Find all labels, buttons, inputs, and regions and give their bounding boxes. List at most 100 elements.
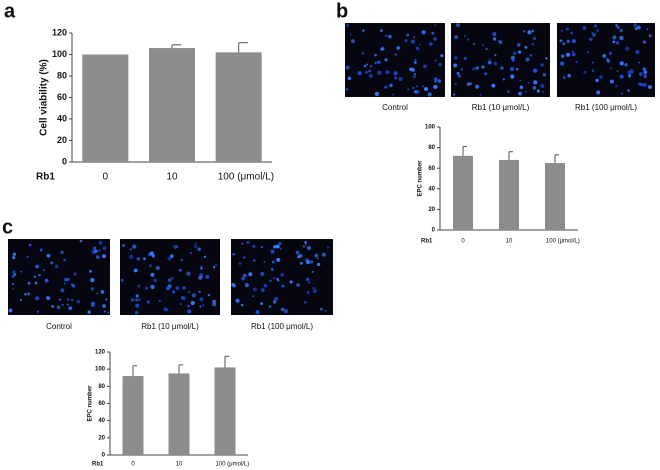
- nucleus: [635, 49, 640, 55]
- y-tick-label: 0: [102, 453, 106, 459]
- nucleus: [26, 255, 29, 258]
- nucleus: [11, 282, 15, 286]
- nucleus: [34, 281, 38, 285]
- nucleus: [396, 46, 401, 50]
- nucleus: [150, 284, 155, 290]
- nucleus: [406, 33, 410, 37]
- nucleus: [453, 63, 458, 68]
- nucleus: [621, 38, 624, 40]
- image-caption: Control: [382, 103, 408, 112]
- nucleus: [482, 44, 485, 47]
- nucleus: [263, 261, 266, 263]
- nucleus: [414, 58, 417, 61]
- y-tick-label: 120: [95, 350, 106, 356]
- nucleus: [516, 68, 519, 71]
- nucleus: [509, 67, 514, 72]
- nucleus: [531, 42, 535, 46]
- bar: [149, 48, 195, 162]
- nucleus: [38, 273, 41, 277]
- nucleus: [280, 272, 285, 277]
- nucleus: [186, 271, 191, 276]
- nucleus: [35, 264, 40, 269]
- nucleus: [609, 79, 614, 84]
- nucleus: [380, 47, 384, 51]
- nucleus: [404, 39, 408, 43]
- nucleus: [271, 260, 275, 264]
- panel-letter: a: [4, 0, 16, 22]
- nucleus: [36, 310, 40, 313]
- nucleus: [467, 38, 470, 41]
- nucleus: [105, 298, 108, 301]
- image-caption: Rb1 (100 μmol/L): [251, 322, 313, 331]
- nucleus: [385, 70, 390, 75]
- nucleus: [275, 244, 280, 249]
- nucleus: [137, 284, 141, 288]
- nucleus: [12, 256, 16, 260]
- nucleus: [278, 241, 282, 246]
- nucleus: [316, 257, 319, 260]
- y-tick-label: 60: [428, 166, 435, 172]
- nucleus: [624, 63, 628, 67]
- nucleus: [67, 298, 70, 301]
- nucleus: [525, 90, 527, 93]
- nucleus: [427, 92, 432, 97]
- nucleus: [311, 270, 314, 273]
- nucleus: [615, 41, 620, 45]
- image-caption: Rb1 (100 μmol/L): [575, 103, 637, 112]
- nucleus: [345, 23, 349, 27]
- nucleus: [413, 61, 417, 64]
- nucleus: [413, 36, 416, 39]
- nucleus: [475, 66, 479, 70]
- nucleus: [369, 64, 373, 68]
- nucleus: [170, 276, 174, 280]
- y-tick-label: 40: [98, 418, 105, 424]
- nucleus: [197, 247, 201, 251]
- nucleus: [392, 93, 395, 96]
- nucleus: [438, 62, 442, 67]
- nucleus: [592, 32, 597, 37]
- x-axis-label: Rb1: [36, 172, 55, 183]
- nucleus: [615, 24, 618, 27]
- nucleus: [627, 89, 630, 92]
- nucleus: [506, 90, 510, 93]
- nucleus: [248, 272, 253, 277]
- nucleus: [566, 39, 570, 44]
- nucleus: [90, 301, 95, 306]
- y-tick-label: 0: [62, 156, 67, 166]
- nucleus: [409, 67, 413, 72]
- nucleus: [350, 39, 355, 44]
- nucleus: [429, 42, 433, 46]
- nucleus: [532, 86, 537, 90]
- nucleus: [198, 275, 203, 280]
- nucleus: [100, 290, 105, 294]
- nucleus: [368, 69, 372, 73]
- nucleus: [20, 270, 23, 273]
- y-tick-label: 100: [52, 49, 67, 59]
- bar: [499, 159, 519, 230]
- nucleus: [643, 70, 648, 75]
- nucleus: [498, 40, 503, 44]
- nucleus: [419, 43, 421, 46]
- nucleus: [149, 251, 154, 256]
- nucleus: [518, 91, 523, 96]
- nucleus: [433, 84, 438, 89]
- image-caption: Control: [46, 322, 72, 331]
- nucleus: [136, 257, 141, 261]
- nucleus: [289, 280, 293, 284]
- nucleus: [202, 304, 205, 307]
- nucleus: [484, 72, 488, 76]
- nucleus: [628, 74, 632, 78]
- nucleus: [39, 248, 43, 252]
- nucleus: [374, 61, 377, 65]
- nucleus: [102, 254, 106, 259]
- nucleus: [276, 277, 279, 281]
- nucleus: [242, 256, 246, 259]
- micrograph: [345, 23, 445, 97]
- nucleus: [384, 58, 388, 62]
- nucleus: [273, 277, 276, 280]
- nucleus: [51, 304, 55, 308]
- nucleus: [612, 35, 617, 40]
- nucleus: [522, 29, 526, 33]
- nucleus: [460, 67, 464, 71]
- nucleus: [488, 58, 491, 61]
